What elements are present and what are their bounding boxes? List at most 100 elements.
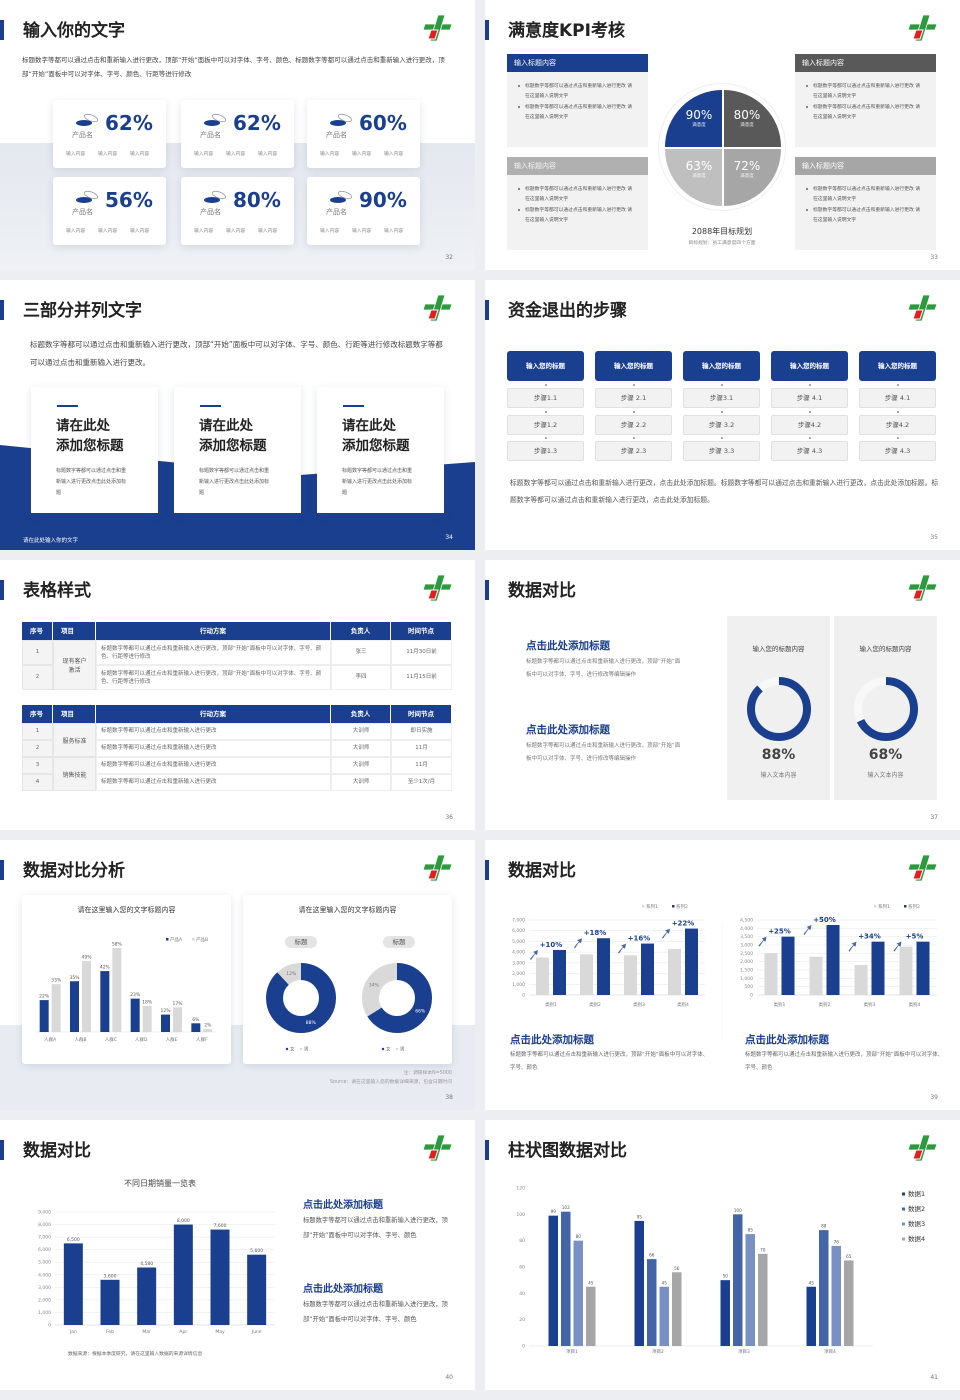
- data-label: 45: [588, 1280, 594, 1285]
- kpi-quadrant-text: 72% 满意度: [730, 159, 764, 179]
- step-item[interactable]: 步骤 4.1: [771, 388, 848, 408]
- step-column-header[interactable]: 输入您的标题: [859, 351, 936, 381]
- bar: [173, 1224, 193, 1325]
- bar: [39, 1000, 49, 1032]
- category-label: 类别1: [545, 1001, 557, 1008]
- step-column-header[interactable]: 输入您的标题: [507, 351, 584, 381]
- y-tick-label: 5,000: [38, 1260, 51, 1266]
- growth-arrow-icon: [893, 941, 902, 952]
- logo-icon: [906, 1134, 938, 1162]
- bar: [580, 954, 593, 995]
- kpi-label: 满意度: [740, 123, 754, 128]
- step-item[interactable]: 步骤3.1: [683, 388, 760, 408]
- data-label: 45: [662, 1280, 668, 1285]
- table-cell-owner: 李四: [331, 665, 391, 690]
- y-tick-label: 0: [522, 1344, 525, 1350]
- bar: [733, 1214, 743, 1346]
- legend-label: 男: [304, 1047, 309, 1053]
- y-tick-label: 4,000: [740, 926, 753, 932]
- legend-swatch: [672, 905, 675, 908]
- page-number: 34: [445, 534, 453, 541]
- step-item[interactable]: 步骤1.2: [507, 415, 584, 435]
- y-tick-label: 7,000: [38, 1235, 51, 1241]
- step-item[interactable]: 步骤 2.2: [595, 415, 672, 435]
- content-item: 输入内容: [226, 152, 246, 157]
- block-title[interactable]: 点击此处添加标题: [510, 1034, 594, 1046]
- title-accent-bar: [0, 860, 4, 880]
- content-item: 输入内容: [130, 152, 150, 157]
- step-item[interactable]: 步骤 3.3: [683, 441, 760, 461]
- bar: [51, 984, 61, 1032]
- pill-dish-icon: [203, 112, 227, 126]
- growth-arrow-icon: [803, 925, 812, 935]
- accent-line: [200, 405, 221, 407]
- card-title-line2: 添加您标题: [199, 438, 267, 454]
- bar: [624, 955, 637, 995]
- kpi-value: 72%: [733, 159, 761, 173]
- step-column-header[interactable]: 输入您的标题: [771, 351, 848, 381]
- legend-label: 数据4: [908, 1234, 925, 1243]
- block-title[interactable]: 点击此处添加标题: [745, 1034, 829, 1046]
- step-item[interactable]: 步骤 4.1: [859, 388, 936, 408]
- growth-label: +25%: [768, 928, 791, 936]
- step-item[interactable]: 步骤4.2: [771, 415, 848, 435]
- chart-40: 不同日期销量一览表 0 1,000 2,000 3,000 4,000 5,000 6,000…: [38, 1178, 275, 1335]
- step-item[interactable]: 步骤1.1: [507, 388, 584, 408]
- bar: [685, 928, 698, 995]
- legend-swatch: [902, 1207, 905, 1211]
- card-title-line1: 请在此处: [342, 418, 396, 434]
- body-text: 标题数字等都可以通过点击和重新输入进行更改，顶部“开始”面板中可以对字体、字号、…: [22, 56, 445, 78]
- block-title[interactable]: 点击此处添加标题: [526, 724, 610, 736]
- step-item[interactable]: 步骤 2.3: [595, 441, 672, 461]
- legend-label: 数据3: [908, 1219, 925, 1228]
- y-tick-label: 4,000: [38, 1272, 51, 1278]
- donut-slice: [362, 963, 432, 1033]
- bar: [826, 925, 840, 995]
- table-cell-plan: 标题数字等都可以通过点击和重新输入进行更改，顶部“开始”面板中可以对字体、字号、…: [96, 640, 331, 665]
- bar: [247, 1254, 267, 1325]
- logo-icon: [906, 854, 938, 882]
- page-number: 41: [930, 1374, 938, 1381]
- step-item[interactable]: 步骤1.3: [507, 441, 584, 461]
- block-title[interactable]: 点击此处添加标题: [526, 640, 610, 652]
- step-item[interactable]: 步骤 4.3: [859, 441, 936, 461]
- step-item[interactable]: 步骤 2.1: [595, 388, 672, 408]
- panel-title: 输入您的标题内容: [752, 645, 805, 653]
- table-cell-no: 1: [22, 640, 53, 665]
- progress-donut: [853, 676, 919, 742]
- y-tick-label: 0: [522, 993, 525, 999]
- plan-title: 2088年目标规划: [691, 227, 753, 236]
- step-item[interactable]: 步骤4.2: [859, 415, 936, 435]
- bar: [173, 1007, 182, 1032]
- data-label: 7,600: [214, 1223, 227, 1229]
- slide-title: 满意度KPI考核: [508, 21, 625, 41]
- page-number: 32: [445, 254, 453, 261]
- donut-tag: 标题: [383, 936, 415, 948]
- kpi-quadrant-text: 63% 满意度: [682, 159, 716, 179]
- stat-card: 62% 产品名 输入内容 输入内容 输入内容: [53, 100, 166, 168]
- slide-36: 序号 项目 行动方案 负责人 时间节点 现有客户激活 1 标题数字等都可以通过点击和重新输入进…: [0, 560, 475, 830]
- bar: [210, 1229, 230, 1325]
- y-tick-label: 1,000: [740, 976, 753, 982]
- data-label: 95: [637, 1214, 643, 1219]
- y-tick-label: 7,000: [512, 918, 525, 924]
- bar: [634, 1220, 644, 1346]
- step-column-header[interactable]: 输入您的标题: [683, 351, 760, 381]
- kpi-quadrant-text: 90% 满意度: [682, 108, 716, 128]
- data-label: 18%: [142, 999, 153, 1005]
- category-label: 人群A: [44, 1036, 57, 1043]
- block-title[interactable]: 点击此处添加标题: [303, 1200, 383, 1211]
- y-tick-label: 6,000: [512, 928, 525, 934]
- step-item[interactable]: 步骤 4.3: [771, 441, 848, 461]
- stat-value: 90%: [359, 188, 407, 212]
- table-cell-no: 2: [22, 740, 53, 757]
- data-label: 50: [723, 1274, 729, 1279]
- category-label: 人群E: [166, 1036, 178, 1043]
- data-label: 6%: [192, 1017, 200, 1023]
- table-cell-no: 4: [22, 774, 53, 791]
- block-title[interactable]: 点击此处添加标题: [303, 1284, 383, 1295]
- note-text: 注：调研样本N=5000: [403, 1071, 452, 1076]
- step-column-header[interactable]: 输入您的标题: [595, 351, 672, 381]
- step-item[interactable]: 步骤 3.2: [683, 415, 760, 435]
- data-label: 102: [562, 1205, 570, 1210]
